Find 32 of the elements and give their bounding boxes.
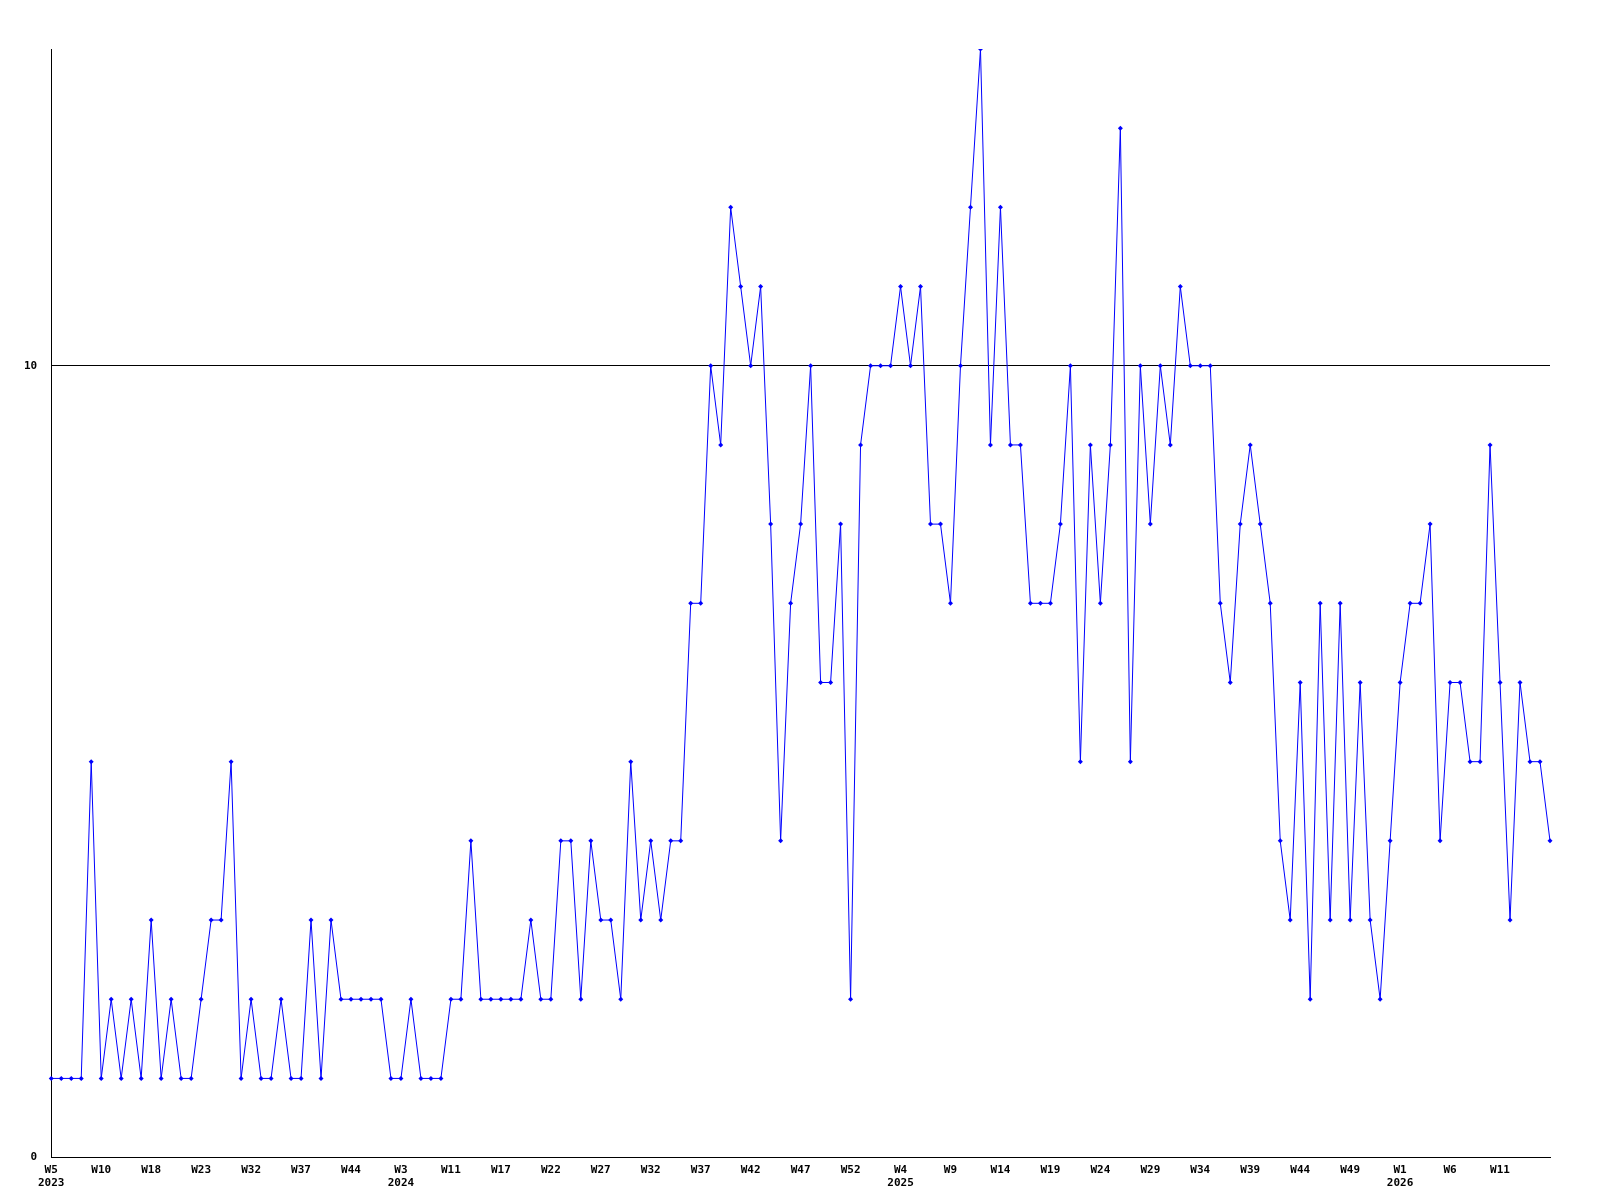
x-tick-label: W39 [1240, 1163, 1261, 1177]
x-tick-label: W19 [1040, 1163, 1061, 1177]
x-tick-label: W23 [191, 1163, 212, 1177]
x-tick-label: W6 [1443, 1163, 1458, 1177]
x-tick-label: W32 [640, 1163, 661, 1177]
x-tick-label: W22 [540, 1163, 561, 1177]
x-tick-label: W37 [291, 1163, 311, 1177]
x-tick-label: W34 [1190, 1163, 1211, 1177]
x-tick-label: W49 [1340, 1163, 1361, 1177]
x-tick-label: W27 [590, 1163, 611, 1177]
x-tick-label: W17 [490, 1163, 511, 1177]
x-tick-label: W10 [91, 1163, 112, 1177]
x-tick-label: W4 2025 [887, 1163, 914, 1190]
x-tick-label: W3 2024 [387, 1163, 415, 1190]
x-tick-label: W44 [341, 1163, 362, 1177]
x-tick-label: W24 [1090, 1163, 1111, 1177]
x-tick-label: W11 [1490, 1163, 1511, 1177]
x-tick-label: W47 [790, 1163, 811, 1177]
x-tick-label: W14 [990, 1163, 1011, 1177]
x-tick-label: W52 [840, 1163, 861, 1177]
x-tick-label: W5 2023 [38, 1163, 65, 1190]
x-tick-label: W11 [440, 1163, 462, 1177]
y-tick-label: 10 [24, 358, 38, 372]
y-tick-label: 0 [30, 1150, 38, 1164]
x-tick-label: W42 [740, 1163, 761, 1177]
x-tick-label: W1 2026 [1386, 1163, 1414, 1190]
x-tick-label: W18 [141, 1163, 162, 1177]
x-tick-label: W32 [241, 1163, 262, 1177]
x-tick-label: W44 [1290, 1163, 1311, 1177]
x-tick-label: W37 [690, 1163, 711, 1177]
x-tick-label: W29 [1140, 1163, 1161, 1177]
x-tick-label: W9 [943, 1163, 958, 1177]
